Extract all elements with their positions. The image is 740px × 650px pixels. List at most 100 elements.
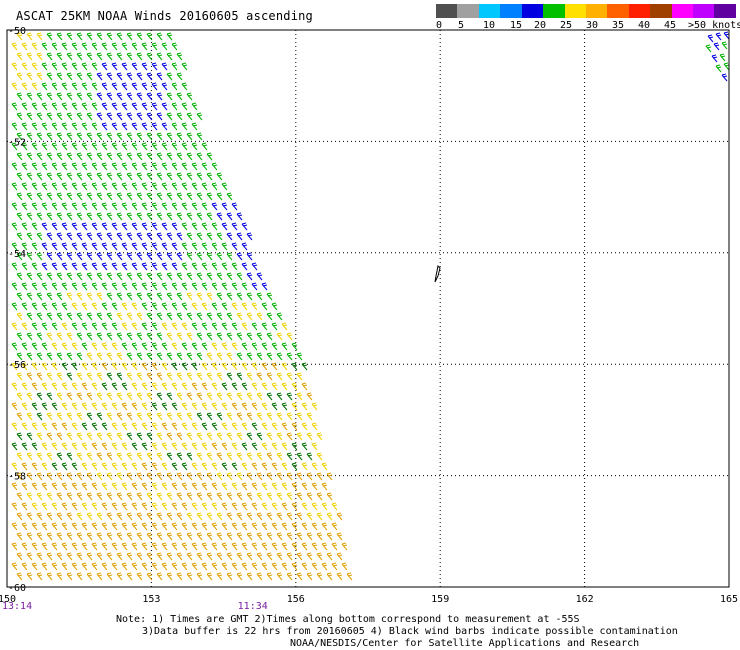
wind-barb — [16, 112, 23, 121]
wind-barb — [276, 392, 283, 401]
wind-barb — [176, 532, 183, 541]
wind-barb — [21, 202, 28, 211]
wind-barb — [36, 272, 43, 281]
wind-barb — [106, 372, 113, 381]
wind-barb — [126, 512, 133, 521]
wind-barb — [51, 42, 58, 51]
wind-barb — [71, 222, 78, 231]
wind-barb — [36, 172, 43, 181]
wind-barb — [11, 502, 18, 511]
wind-barb — [271, 302, 278, 311]
wind-barb — [256, 572, 263, 581]
wind-barb — [46, 552, 53, 561]
wind-barb — [156, 372, 163, 381]
wind-barb — [231, 422, 238, 431]
wind-barb — [126, 352, 133, 361]
wind-barb — [96, 472, 103, 481]
wind-barb — [66, 192, 73, 201]
wind-barb — [106, 32, 113, 41]
wind-barb — [256, 332, 263, 341]
wind-barb — [131, 102, 138, 111]
wind-barb — [31, 382, 38, 391]
wind-barb — [211, 322, 218, 331]
wind-barb — [116, 472, 123, 481]
wind-barb — [26, 372, 33, 381]
wind-barb — [156, 292, 163, 301]
wind-barb — [41, 502, 48, 511]
wind-barb — [81, 142, 88, 151]
wind-barb — [176, 472, 183, 481]
wind-barb — [71, 402, 78, 411]
wind-barb — [71, 302, 78, 311]
wind-barb — [101, 442, 108, 451]
wind-barb — [196, 232, 203, 241]
wind-barb — [16, 52, 23, 61]
wind-barb — [16, 152, 23, 161]
wind-barb — [36, 412, 43, 421]
wind-barb — [91, 482, 98, 491]
wind-barb — [56, 132, 63, 141]
wind-barb — [26, 152, 33, 161]
wind-barb — [61, 242, 68, 251]
wind-barb — [36, 152, 43, 161]
wind-barb — [86, 512, 93, 521]
wind-barb — [36, 532, 43, 541]
wind-barb — [136, 132, 143, 141]
wind-barb — [46, 472, 53, 481]
wind-barb — [111, 102, 118, 111]
wind-barb — [231, 542, 238, 551]
wind-barb — [166, 292, 173, 301]
wind-barb — [236, 512, 243, 521]
wind-barb — [186, 452, 193, 461]
wind-barb — [311, 542, 318, 551]
wind-barb — [61, 162, 68, 171]
wind-barb — [241, 302, 248, 311]
wind-barb — [171, 322, 178, 331]
wind-barb — [126, 132, 133, 141]
wind-barb — [136, 452, 143, 461]
wind-barb — [176, 272, 183, 281]
wind-barb — [81, 342, 88, 351]
wind-barb — [126, 392, 133, 401]
lat-tick-label: -52 — [8, 137, 26, 148]
wind-barb — [281, 482, 288, 491]
wind-barb — [291, 462, 298, 471]
wind-barb — [321, 562, 328, 571]
wind-barb — [26, 272, 33, 281]
wind-barb — [16, 512, 23, 521]
wind-barb — [11, 182, 18, 191]
legend-label-15: 15 — [510, 20, 523, 31]
wind-barb — [271, 502, 278, 511]
lat-tick-label: -54 — [8, 249, 26, 260]
wind-barb — [151, 122, 158, 131]
wind-barb — [241, 482, 248, 491]
wind-barb — [151, 562, 158, 571]
wind-barb — [166, 172, 173, 181]
wind-barb — [246, 452, 253, 461]
wind-barb — [106, 232, 113, 241]
wind-barb — [166, 112, 173, 121]
wind-barb — [156, 332, 163, 341]
wind-barb — [91, 282, 98, 291]
wind-barb — [316, 432, 323, 441]
wind-barb — [171, 62, 178, 71]
wind-barb — [116, 92, 123, 101]
wind-barb — [11, 402, 18, 411]
wind-barb — [46, 492, 53, 501]
wind-barb — [221, 262, 228, 271]
wind-barb — [96, 552, 103, 561]
wind-barb — [251, 262, 258, 271]
wind-barb — [101, 122, 108, 131]
wind-barb — [101, 502, 108, 511]
wind-barb — [21, 162, 28, 171]
wind-barb — [136, 412, 143, 421]
wind-barb — [101, 322, 108, 331]
wind-barb — [326, 572, 333, 581]
wind-barb — [211, 482, 218, 491]
wind-barb — [246, 572, 253, 581]
wind-barb — [181, 242, 188, 251]
wind-barb — [216, 552, 223, 561]
wind-barb — [226, 412, 233, 421]
wind-barb — [136, 352, 143, 361]
wind-barb — [66, 152, 73, 161]
